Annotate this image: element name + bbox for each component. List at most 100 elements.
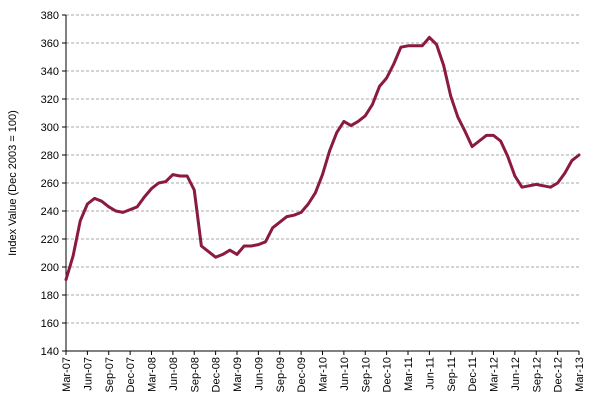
data-point [235, 253, 239, 256]
y-tick-label: 180 [41, 290, 59, 302]
x-tick-label: Mar-10 [318, 357, 330, 392]
data-point [100, 200, 103, 203]
data-point [520, 186, 524, 189]
data-point [86, 202, 89, 206]
data-point [542, 184, 545, 187]
data-point [307, 202, 310, 206]
data-point [299, 211, 303, 214]
data-point [342, 120, 346, 123]
gridlines [66, 14, 579, 324]
x-tick-label: Jun-10 [339, 357, 351, 391]
data-point [93, 197, 96, 200]
data-point [506, 155, 509, 158]
data-point [535, 183, 538, 186]
data-point [228, 249, 232, 252]
data-point [328, 149, 331, 152]
data-point [314, 191, 317, 194]
data-point [171, 173, 175, 176]
data-point [364, 114, 367, 118]
data-point [79, 219, 82, 222]
data-point [492, 134, 495, 137]
x-tick-label: Sep-10 [360, 357, 372, 392]
data-point [478, 139, 481, 143]
data-point [385, 76, 388, 80]
y-tick-label: 220 [41, 234, 59, 246]
data-point [157, 181, 160, 185]
data-point [107, 205, 110, 208]
data-point [71, 254, 75, 257]
x-tick-label: Sep-08 [189, 357, 201, 392]
x-tick-label: Jun-09 [253, 357, 265, 391]
y-axis-label: Index Value (Dec 2003 = 100) [7, 110, 19, 256]
data-point [257, 243, 260, 246]
y-tick-label: 380 [41, 10, 59, 22]
data-point [185, 174, 189, 178]
x-tick-label: Mar-12 [489, 357, 501, 392]
data-point [292, 214, 296, 217]
x-tick-label: Jun-08 [168, 357, 180, 391]
data-point [570, 159, 574, 162]
data-point [485, 134, 488, 137]
data-point [470, 145, 474, 148]
x-tick-label: Mar-11 [403, 357, 415, 391]
data-point [456, 116, 460, 119]
data-point [214, 256, 217, 259]
data-point [128, 208, 132, 211]
data-point [549, 186, 552, 189]
y-tick-label: 360 [41, 38, 59, 50]
x-tick-label: Dec-11 [467, 357, 479, 392]
data-point [242, 244, 246, 248]
data-point [513, 174, 517, 178]
data-point [349, 124, 353, 127]
y-tick-label: 320 [41, 94, 59, 106]
data-point [264, 240, 267, 243]
y-tick-label: 240 [41, 206, 59, 218]
data-point [207, 250, 210, 253]
x-tick-label: Jun-12 [510, 357, 522, 391]
data-point [428, 36, 431, 39]
x-tick-label: Jun-11 [424, 357, 436, 390]
x-tick-label: Dec-12 [553, 357, 565, 392]
data-point [413, 44, 417, 47]
y-tick-label: 300 [41, 122, 59, 134]
data-point [200, 244, 203, 248]
x-tick-labels: Mar-07 Jun-07 Sep-07 Dec-07 Mar-08 Jun-08 Sep-… [61, 357, 586, 392]
data-point [435, 43, 438, 46]
x-tick-label: Dec-08 [211, 357, 223, 392]
data-point [399, 46, 403, 49]
data-point [335, 131, 338, 134]
data-point [193, 188, 196, 192]
data-point [577, 153, 581, 157]
data-point [250, 244, 253, 248]
data-point [406, 44, 410, 47]
x-tick-label: Mar-07 [61, 357, 73, 392]
data-point [136, 205, 139, 208]
data-point [499, 139, 502, 143]
y-tick-label: 280 [41, 150, 59, 162]
data-point [221, 253, 224, 256]
x-tick-label: Sep-12 [531, 357, 543, 392]
x-tick-label: Sep-09 [275, 357, 287, 392]
x-tick-label: Dec-09 [296, 357, 308, 392]
data-point [178, 174, 182, 178]
data-point [556, 181, 559, 185]
data-point [527, 184, 531, 187]
data-point [392, 62, 395, 66]
data-point [121, 211, 125, 214]
x-tick-label: Mar-13 [574, 357, 586, 392]
series-layer [64, 35, 581, 282]
x-tick-label: Jun-07 [82, 357, 94, 391]
series-line [64, 35, 581, 282]
x-tick-label: Dec-10 [382, 357, 394, 392]
data-point [449, 95, 452, 98]
x-tick-label: Sep-11 [446, 357, 458, 392]
data-point [442, 64, 445, 67]
data-point [378, 85, 381, 88]
data-point [463, 130, 467, 133]
y-tick-label: 260 [41, 178, 59, 190]
y-tick-labels: 140 160 180 200 220 240 260 280 300 320 340 360 380 [41, 10, 59, 358]
data-point [278, 221, 281, 224]
data-point [421, 44, 424, 47]
